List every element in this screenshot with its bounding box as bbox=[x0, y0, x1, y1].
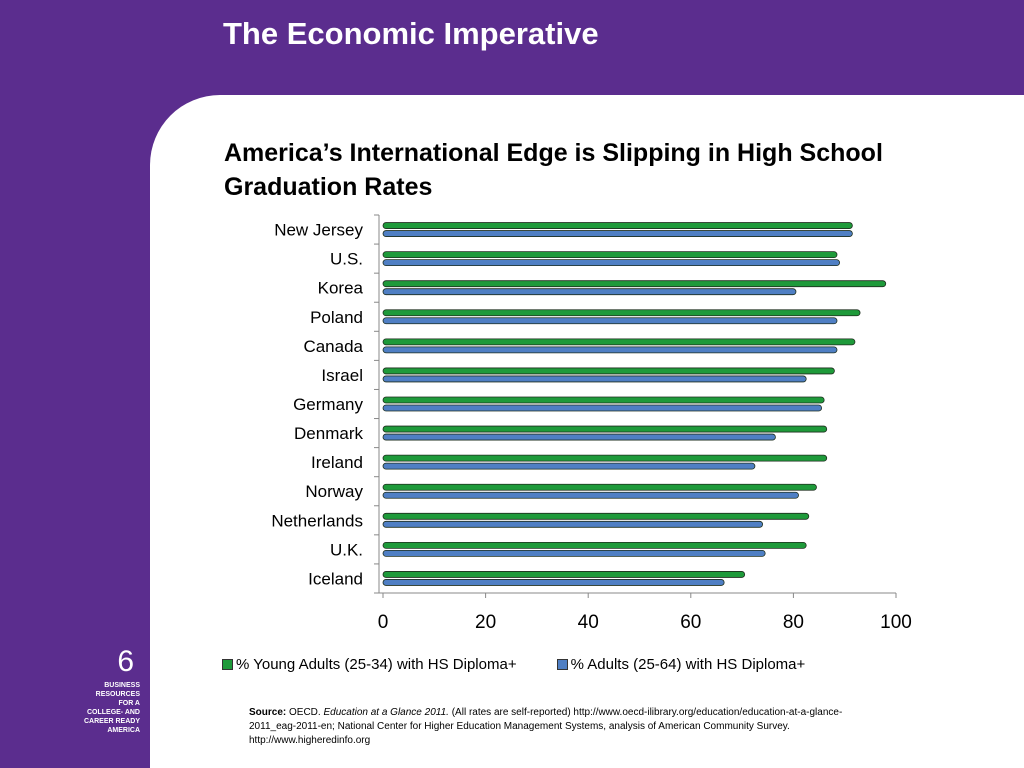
bar-adults bbox=[382, 462, 756, 470]
x-tick-label: 20 bbox=[475, 612, 496, 633]
org-line: BUSINESS bbox=[104, 682, 140, 689]
org-line: AMERICA bbox=[107, 727, 140, 734]
bar-adults bbox=[382, 375, 807, 383]
legend-label: % Young Adults (25-34) with HS Diploma+ bbox=[236, 656, 517, 673]
source-publication: Education at a Glance 2011. bbox=[323, 707, 449, 718]
bar-adults bbox=[382, 317, 838, 325]
bar-young-adults bbox=[382, 222, 853, 229]
organization-name: BUSINESS RESOURCES FOR A COLLEGE- AND CA… bbox=[60, 681, 140, 735]
bar-adults bbox=[382, 404, 823, 412]
y-tick-label: Poland bbox=[310, 308, 363, 327]
x-tick-label: 60 bbox=[680, 612, 701, 633]
y-tick-label: Ireland bbox=[311, 453, 363, 472]
y-tick-label: Denmark bbox=[294, 424, 363, 443]
legend-swatch-blue bbox=[556, 659, 568, 670]
y-tick-label: Israel bbox=[321, 366, 363, 385]
legend-item-young-adults: % Young Adults (25-34) with HS Diploma+ bbox=[222, 656, 517, 673]
bar-adults bbox=[382, 288, 797, 296]
source-note: Source: OECD. Education at a Glance 2011… bbox=[249, 706, 889, 748]
bar-young-adults bbox=[382, 483, 817, 491]
legend-label: % Adults (25-64) with HS Diploma+ bbox=[570, 656, 806, 673]
bar-young-adults bbox=[382, 541, 807, 549]
bar-young-adults bbox=[382, 280, 887, 288]
y-tick-label: Korea bbox=[318, 279, 364, 298]
bar-adults bbox=[382, 259, 840, 267]
bar-adults bbox=[382, 433, 776, 441]
x-tick-label: 80 bbox=[783, 612, 804, 633]
bar-adults bbox=[382, 491, 799, 499]
bar-young-adults bbox=[382, 512, 810, 520]
bar-adults bbox=[382, 230, 853, 237]
y-tick-label: U.S. bbox=[330, 250, 363, 269]
y-tick-label: Netherlands bbox=[271, 511, 363, 530]
bar-young-adults bbox=[382, 425, 828, 433]
source-label: Source: bbox=[249, 707, 287, 718]
org-line: COLLEGE- AND bbox=[86, 709, 140, 716]
y-tick-label: Germany bbox=[293, 395, 363, 414]
org-line: FOR A bbox=[118, 700, 140, 707]
bar-adults bbox=[382, 579, 725, 586]
org-line: CAREER READY bbox=[83, 718, 140, 725]
bar-adults bbox=[382, 549, 766, 557]
bar-adults bbox=[382, 520, 764, 528]
y-tick-label: New Jersey bbox=[274, 221, 363, 240]
chart-title: America’s International Edge is Slipping… bbox=[224, 139, 883, 201]
source-org: OECD. bbox=[289, 707, 321, 718]
x-tick-label: 100 bbox=[880, 612, 912, 633]
y-tick-label: Iceland bbox=[308, 569, 363, 588]
bar-young-adults bbox=[382, 396, 825, 404]
y-tick-label: Norway bbox=[305, 482, 363, 501]
legend-swatch-green bbox=[222, 659, 233, 670]
sidebar-branding: 6 BUSINESS RESOURCES FOR A COLLEGE- AND … bbox=[60, 645, 140, 735]
x-tick-label: 0 bbox=[378, 612, 389, 633]
bar-young-adults bbox=[382, 454, 828, 462]
x-tick-label: 40 bbox=[578, 612, 599, 633]
bar-young-adults bbox=[382, 367, 835, 375]
slide-title: The Economic Imperative bbox=[223, 16, 599, 51]
page-number: 6 bbox=[117, 645, 134, 678]
bar-young-adults bbox=[382, 309, 861, 317]
bar-adults bbox=[382, 346, 838, 354]
source-text: (All rates are self-reported) http://www… bbox=[249, 707, 843, 746]
bar-young-adults bbox=[382, 338, 856, 346]
bar-young-adults bbox=[382, 251, 838, 259]
bar-young-adults bbox=[382, 571, 746, 578]
legend-item-adults: % Adults (25-64) with HS Diploma+ bbox=[556, 656, 806, 673]
y-tick-label: Canada bbox=[303, 337, 363, 356]
org-line: RESOURCES bbox=[95, 691, 140, 698]
y-tick-label: U.K. bbox=[330, 540, 363, 559]
chart-legend: % Young Adults (25-34) with HS Diploma+ … bbox=[222, 656, 805, 673]
